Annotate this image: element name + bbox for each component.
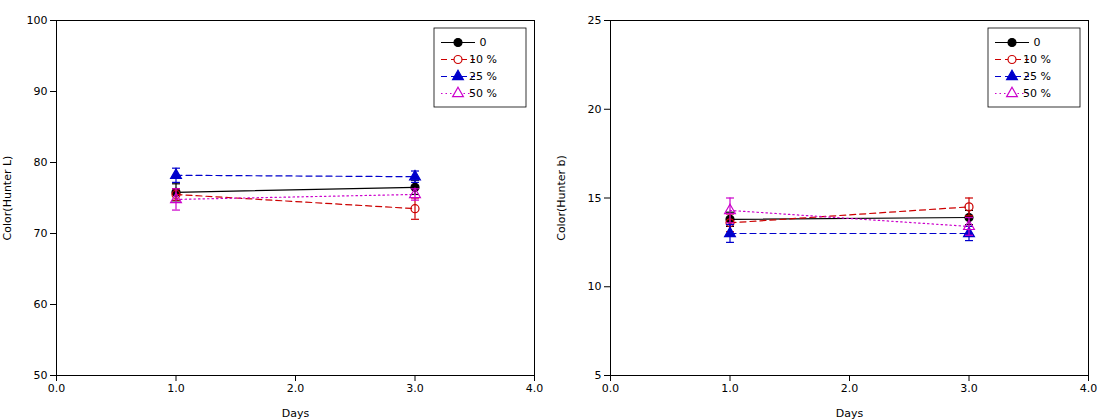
svg-text:4.0: 4.0: [526, 382, 544, 395]
svg-text:10 %: 10 %: [469, 53, 497, 66]
svg-text:70: 70: [34, 227, 48, 240]
svg-text:20: 20: [588, 103, 602, 116]
svg-text:60: 60: [34, 298, 48, 311]
svg-text:5: 5: [595, 369, 602, 382]
svg-text:4.0: 4.0: [1080, 382, 1098, 395]
svg-text:50 %: 50 %: [469, 87, 497, 100]
svg-text:2.0: 2.0: [841, 382, 859, 395]
svg-text:25 %: 25 %: [1023, 70, 1051, 83]
svg-text:0.0: 0.0: [48, 382, 66, 395]
svg-text:90: 90: [34, 85, 48, 98]
svg-text:Color(Hunter L): Color(Hunter L): [1, 156, 14, 241]
svg-text:50 %: 50 %: [1023, 87, 1051, 100]
svg-text:Days: Days: [836, 407, 864, 419]
svg-text:1.0: 1.0: [721, 382, 739, 395]
svg-text:3.0: 3.0: [406, 382, 424, 395]
svg-text:Days: Days: [282, 407, 310, 419]
svg-text:0.0: 0.0: [602, 382, 620, 395]
svg-text:0: 0: [1034, 36, 1041, 49]
svg-text:0: 0: [480, 36, 487, 49]
svg-text:25 %: 25 %: [469, 70, 497, 83]
svg-text:15: 15: [588, 192, 602, 205]
svg-text:80: 80: [34, 156, 48, 169]
svg-text:50: 50: [34, 369, 48, 382]
svg-text:1.0: 1.0: [167, 382, 185, 395]
svg-text:3.0: 3.0: [960, 382, 978, 395]
svg-text:2.0: 2.0: [287, 382, 305, 395]
svg-text:10: 10: [588, 280, 602, 293]
svg-text:100: 100: [27, 14, 48, 27]
svg-text:Color(Hunter b): Color(Hunter b): [555, 155, 568, 241]
svg-text:25: 25: [588, 14, 602, 27]
svg-text:10 %: 10 %: [1023, 53, 1051, 66]
